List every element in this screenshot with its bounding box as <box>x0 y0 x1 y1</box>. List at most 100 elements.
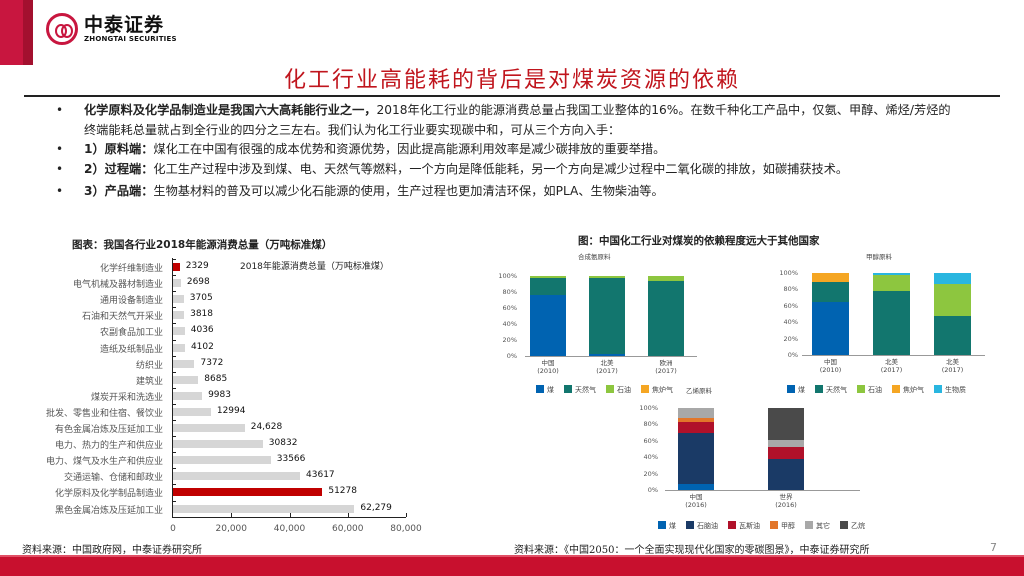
y-tick-label: 0% <box>647 486 658 494</box>
y-tick <box>172 403 176 405</box>
bar <box>173 327 185 336</box>
bar-value-label: 7372 <box>200 357 224 368</box>
bar <box>173 263 180 271</box>
bar-category-label: 有色金属冶炼及压延加工业 <box>54 425 163 435</box>
bar-segment <box>530 276 566 278</box>
y-tick <box>172 371 176 373</box>
y-tick-label: 100% <box>779 269 798 277</box>
company-logo: 中泰证券 ZHONGTAI SECURITIES <box>46 13 177 45</box>
y-tick <box>172 307 176 309</box>
bar-segment <box>678 432 714 485</box>
bar-segment <box>648 276 684 281</box>
stacked-chart-legend: 煤石脑油 瓦斯油 甲醇 其它 乙烷 <box>658 521 865 531</box>
legend-item: 天然气 <box>815 385 847 395</box>
x-tick-label: 20,000 <box>215 524 248 534</box>
y-tick-label: 100% <box>498 272 517 280</box>
bar-category-label: 交通运输、仓储和邮政业 <box>63 473 163 484</box>
bar <box>173 279 181 288</box>
bar-segment <box>934 283 971 317</box>
y-tick <box>172 275 176 277</box>
bar-segment <box>768 447 804 459</box>
bar-value-label: 12994 <box>216 405 246 416</box>
stacked-chart-title: 乙烯原料 <box>686 387 712 395</box>
y-tick-label: 40% <box>643 453 658 462</box>
legend-swatch-icon <box>857 385 865 393</box>
x-category-label: 中国 (2010) <box>537 359 559 375</box>
stacked-bar <box>589 276 625 356</box>
x-tick <box>231 513 233 517</box>
bar-value-label: 3705 <box>189 293 213 304</box>
legend-item: 天然气 <box>564 385 596 395</box>
stacked-bar <box>768 408 804 490</box>
y-tick <box>172 291 176 293</box>
bullet-item: 3）产品端：生物基材料的普及可以减少化石能源的使用，生产过程也更加清洁环保，如P… <box>56 182 960 202</box>
y-tick <box>172 259 176 260</box>
legend-item: 煤 <box>658 521 676 531</box>
stacked-chart-legend: 煤天然气 石油 焦炉气 生物质 <box>787 385 966 395</box>
bar-segment <box>589 277 625 355</box>
y-tick-label: 20% <box>502 336 517 344</box>
y-tick-label: 80% <box>643 420 658 429</box>
y-tick <box>172 323 176 325</box>
bullet-bold: 化学原料及化学品制造业是我国六大高耗能行业之一， <box>84 103 377 117</box>
bar <box>173 311 185 320</box>
bullet-text: 化工生产过程中涉及到煤、电、天然气等燃料，一个方向是降低能耗，另一个方向是减少过… <box>153 161 849 176</box>
bar-segment <box>934 273 971 284</box>
footer-bar <box>0 557 1024 576</box>
y-tick <box>172 436 176 438</box>
left-chart-legend: 2018年能源消费总量（万吨标准煤） <box>240 262 389 272</box>
legend-swatch-icon <box>606 385 614 393</box>
bar <box>173 472 301 481</box>
title-divider <box>24 95 1000 97</box>
stacked-chart-legend: 煤天然气 石油 焦炉气 <box>536 385 673 395</box>
x-category-label: 中国 (2010) <box>819 358 842 374</box>
bar-value-label: 2329 <box>185 261 209 271</box>
bar-category-label: 电力、煤气及水生产和供应业 <box>45 457 163 468</box>
y-axis <box>172 258 173 518</box>
legend-item: 煤 <box>787 385 805 395</box>
legend-swatch-icon <box>641 385 649 393</box>
x-tick-label: 40,000 <box>273 524 306 534</box>
bar <box>173 440 263 449</box>
bar <box>173 359 195 368</box>
bar-category-label: 造纸及纸制品业 <box>99 344 163 355</box>
bar-value-label: 30832 <box>268 438 298 449</box>
y-tick <box>172 339 176 341</box>
legend-swatch-icon <box>787 385 795 393</box>
bullet-bold: 1）原料端： <box>84 142 154 157</box>
bar <box>173 407 211 416</box>
bar-value-label: 33566 <box>276 454 306 465</box>
y-tick <box>172 355 176 357</box>
bar-segment <box>678 408 714 418</box>
page-number: 7 <box>990 541 997 554</box>
bar-value-label: 51278 <box>328 486 357 497</box>
bar-category-label: 纺织业 <box>135 360 163 371</box>
bar-value-label: 62,279 <box>360 502 392 513</box>
bullet-item: 1）原料端：煤化工在中国有很强的成本优势和资源优势，因此提高能源利用效率是减少碳… <box>56 140 960 160</box>
stacked-bar <box>648 276 684 356</box>
x-axis <box>665 490 860 491</box>
y-tick <box>172 420 176 421</box>
y-tick-label: 40% <box>783 318 798 327</box>
y-tick-label: 20% <box>783 334 798 343</box>
bullet-list: 化学原料及化学品制造业是我国六大高耗能行业之一，2018年化工行业的能源消费总量… <box>56 101 960 202</box>
logo-english-name: ZHONGTAI SECURITIES <box>84 34 177 43</box>
bar-segment <box>589 276 625 278</box>
x-tick-label: 80,000 <box>390 524 422 534</box>
bar-category-label: 批发、零售业和住宿、餐饮业 <box>45 408 163 419</box>
legend-swatch-icon <box>770 521 778 529</box>
bar-segment <box>768 458 804 490</box>
legend-item: 乙烷 <box>840 521 865 531</box>
legend-swatch-icon <box>536 385 544 393</box>
bar-segment <box>678 417 714 422</box>
bar-segment <box>589 354 625 356</box>
y-tick <box>172 387 176 389</box>
zhongtai-logo-icon <box>46 13 78 45</box>
legend-swatch-icon <box>815 385 823 393</box>
legend-item: 石油 <box>857 385 882 395</box>
bar-segment <box>873 273 910 275</box>
y-tick-label: 0% <box>787 351 798 359</box>
bar-segment <box>678 421 714 433</box>
legend-item: 甲醇 <box>770 521 795 531</box>
bar <box>173 504 355 513</box>
